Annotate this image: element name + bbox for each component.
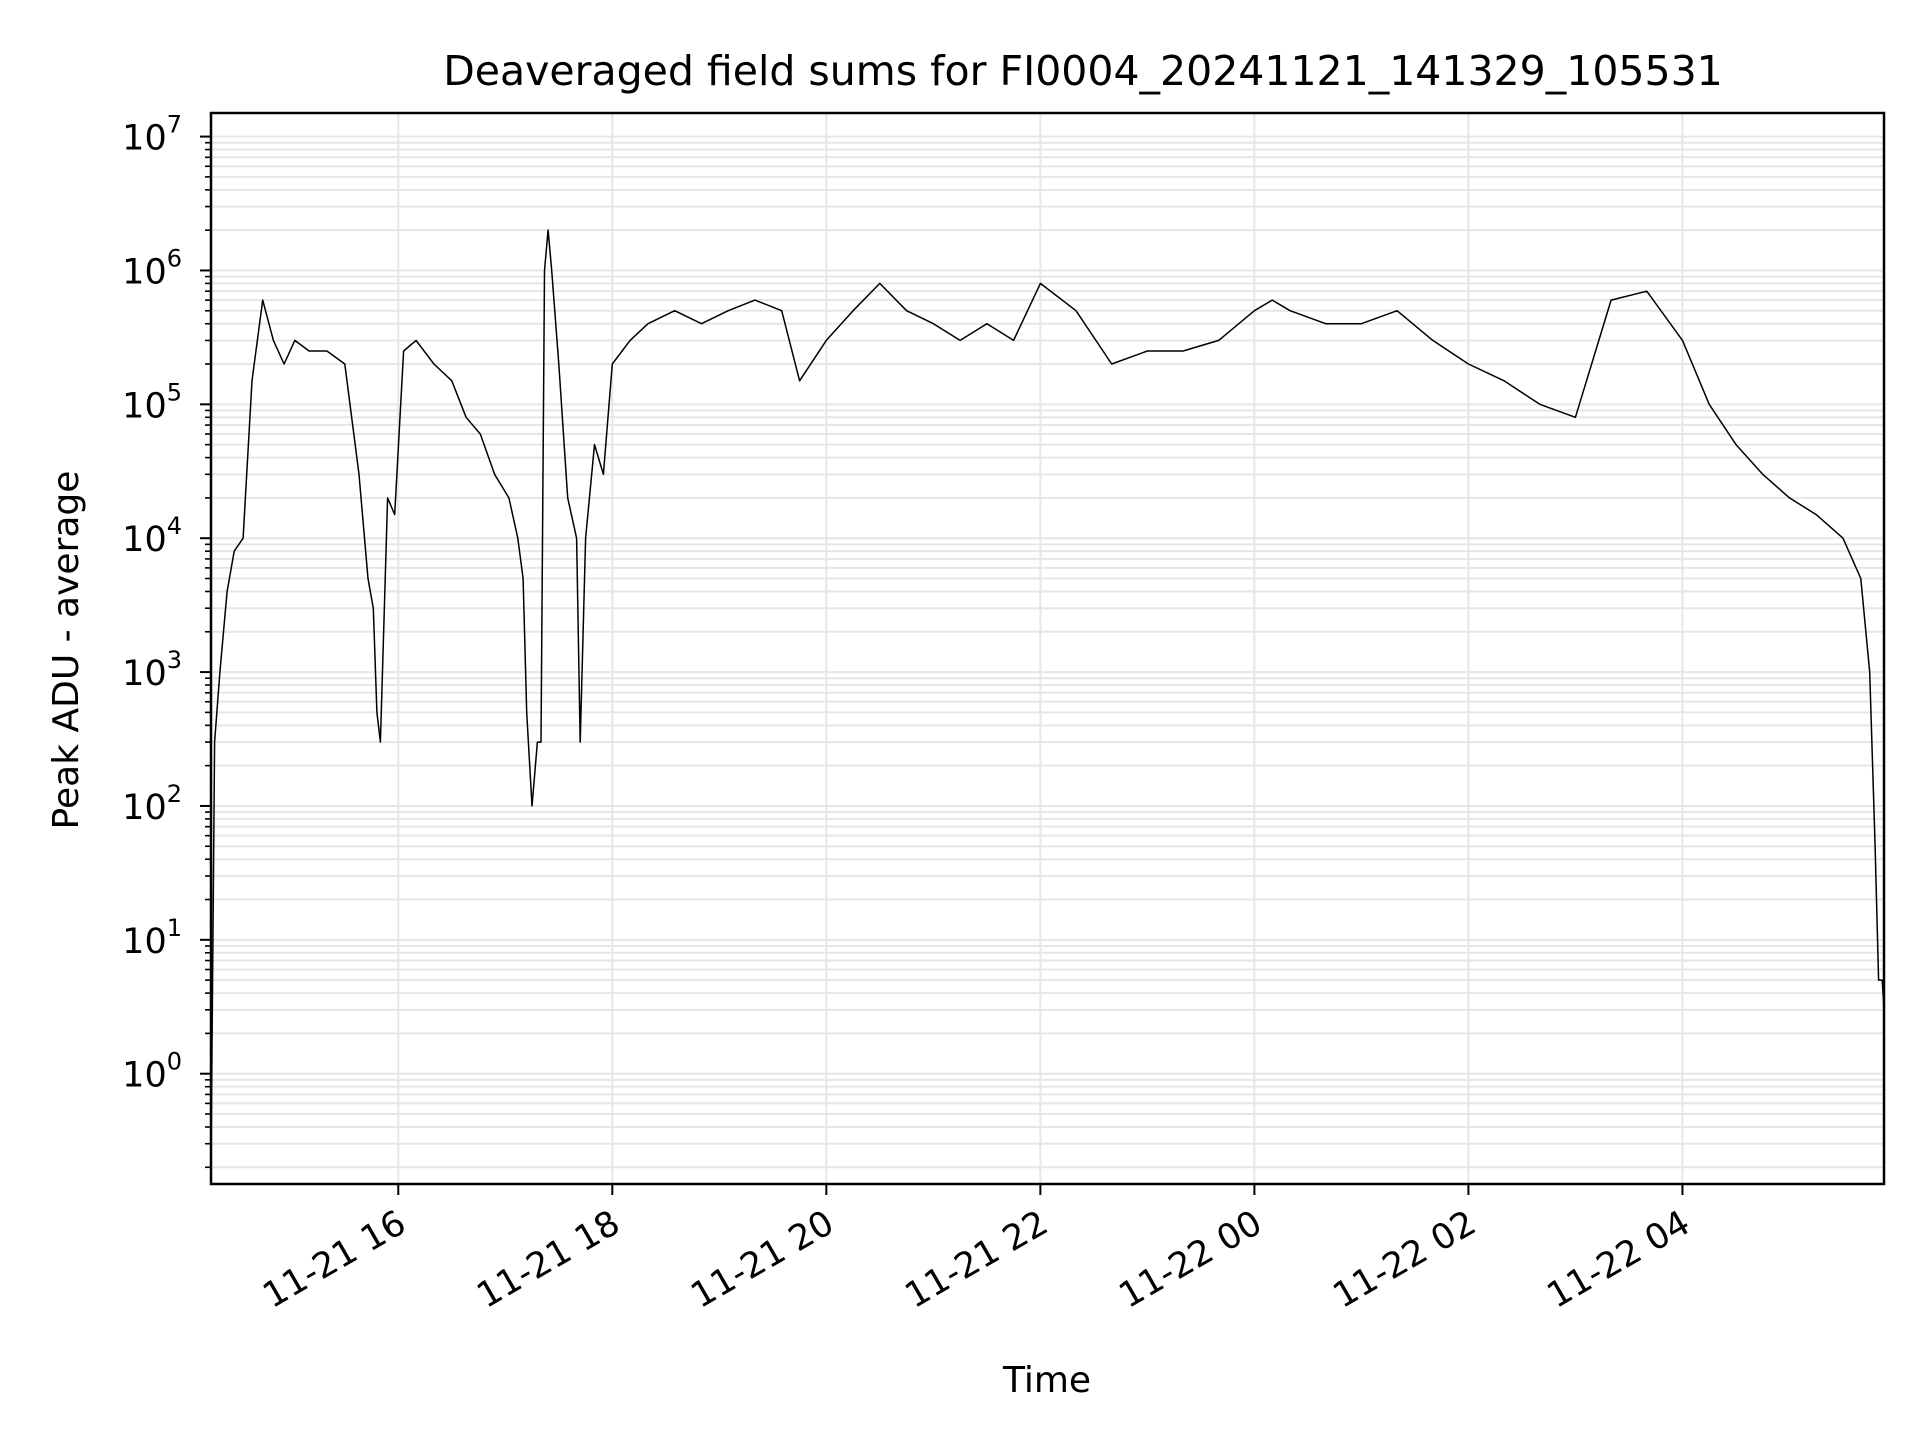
y-tick-label: 106 — [122, 244, 182, 292]
y-axis-label: Peak ADU - average — [46, 471, 87, 830]
y-tick-label: 101 — [122, 914, 182, 962]
y-tick-label: 103 — [122, 646, 182, 694]
grid — [211, 113, 1884, 1184]
y-tick-label: 100 — [122, 1048, 182, 1096]
chart-title: Deaveraged field sums for FI0004_2024112… — [443, 47, 1723, 95]
y-tick-label: 107 — [122, 111, 182, 159]
x-axis-label: Time — [1002, 1360, 1091, 1401]
y-tick-label: 104 — [122, 512, 182, 560]
y-axis: 100 101 102 103 104 105 106 107 — [122, 111, 211, 1169]
series-line — [210, 229, 1885, 1168]
series-layer — [210, 229, 1885, 1168]
plot-frame — [209, 111, 1886, 1186]
y-tick-label: 102 — [122, 780, 182, 828]
y-tick-label: 105 — [122, 378, 182, 426]
